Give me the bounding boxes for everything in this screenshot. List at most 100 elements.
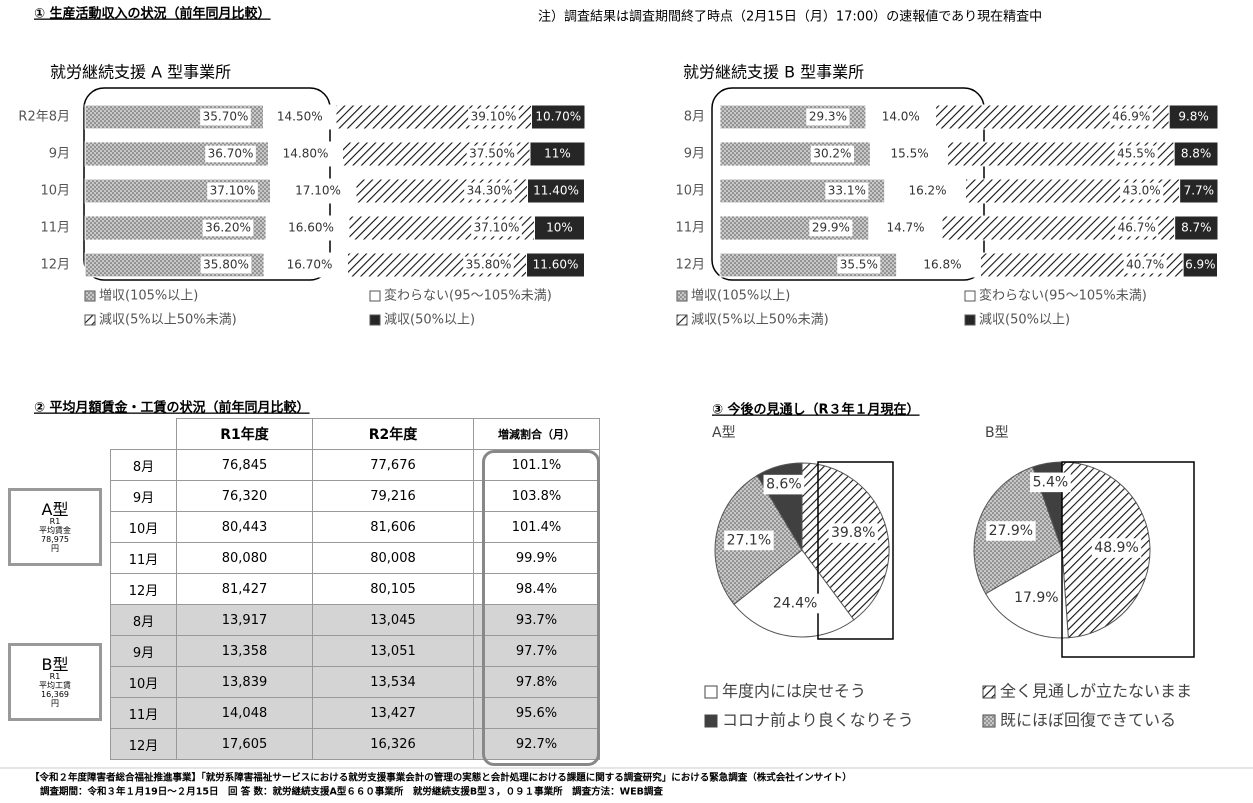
table-row: 9月 76,320 79,216 103.8% bbox=[0, 480, 600, 512]
legend-swatch bbox=[369, 314, 381, 326]
data-label: 36.20% bbox=[205, 221, 251, 235]
data-label: 35.80% bbox=[466, 258, 512, 272]
group-note: 円 bbox=[51, 698, 59, 708]
label-bg bbox=[463, 256, 514, 274]
group-note: 平均賃金 bbox=[39, 526, 71, 535]
data-label: 6.9% bbox=[1185, 258, 1216, 272]
label-bg bbox=[200, 108, 251, 126]
chart-title: 就労継続支援 B 型事業所 bbox=[683, 63, 864, 82]
legend-label: 変わらない(95～105%未満) bbox=[384, 288, 552, 304]
legend-swatch bbox=[676, 290, 688, 302]
table-cell: 97.8% bbox=[473, 666, 600, 698]
legend-swatch bbox=[964, 314, 976, 326]
data-label: 35.80% bbox=[203, 258, 249, 272]
label-bg bbox=[724, 530, 774, 551]
table-cell: 77,676 bbox=[312, 449, 474, 481]
label-bg bbox=[1123, 256, 1167, 274]
table-cell: 93.7% bbox=[473, 604, 600, 636]
table-cell: 16,326 bbox=[312, 728, 474, 760]
wage-table: R1年度 R2年度 増減割合（月） A型 R1 平均賃金 78,975 円 8月 76,845 77… bbox=[0, 418, 600, 760]
data-label: 34.30% bbox=[467, 184, 513, 198]
table-cell: 98.4% bbox=[473, 573, 600, 605]
group-note: 円 bbox=[51, 543, 59, 553]
label-bg bbox=[280, 145, 331, 163]
label-bg bbox=[883, 219, 928, 237]
y-tick-label: 8月 bbox=[684, 110, 705, 125]
label-bg bbox=[879, 108, 923, 126]
data-label: 8.7% bbox=[1181, 221, 1212, 235]
label-bg bbox=[828, 523, 878, 543]
table-cell: 11月 bbox=[110, 697, 177, 729]
header-cell: R1年度 bbox=[176, 418, 313, 450]
legend-swatch bbox=[704, 685, 718, 699]
legend-label: 増収(105%以上) bbox=[99, 289, 198, 304]
footer: 調査期間：令和３年１月19日～２月15日 回 答 数：就労継続支援A型６６０事業… bbox=[40, 786, 663, 798]
table-cell: 97.7% bbox=[473, 635, 600, 667]
table-cell: 13,839 bbox=[176, 666, 313, 698]
label-bg bbox=[207, 182, 258, 200]
footer: 【令和２年度障害者総合福祉推進事業】「就労系障害福祉サービスにおける就労支援事業… bbox=[30, 772, 852, 784]
legend-swatch bbox=[964, 290, 976, 302]
label-bg bbox=[1011, 588, 1062, 608]
table-cell: 17,605 bbox=[176, 728, 313, 760]
bar-segment bbox=[527, 178, 585, 204]
group-note: 16,369 bbox=[41, 689, 69, 699]
data-label: 39.10% bbox=[471, 110, 517, 124]
table-cell: 99.9% bbox=[473, 542, 600, 574]
data-label: 29.3% bbox=[809, 110, 847, 124]
label-bg bbox=[1030, 472, 1071, 493]
group-name: A型 bbox=[41, 499, 69, 519]
group-note: R1 bbox=[49, 672, 61, 682]
group-note: R1 bbox=[49, 517, 61, 527]
legend-label: 全く見通しが立たないまま bbox=[1000, 682, 1192, 701]
group-box: B型 R1 平均工賃 16,369 円 bbox=[8, 642, 102, 722]
group-cell: A型 R1 平均賃金 78,975 円 bbox=[0, 449, 111, 605]
pie-title: B型 bbox=[985, 425, 1009, 441]
table-row: A型 R1 平均賃金 78,975 円 8月 76,845 77,676 101.1% bbox=[0, 449, 600, 605]
data-label: 9.8% bbox=[1178, 110, 1209, 124]
data-label: 8.8% bbox=[1181, 147, 1212, 161]
table-cell: 13,917 bbox=[176, 604, 313, 636]
label-bg bbox=[770, 593, 820, 614]
header-cell: 増減割合（月） bbox=[473, 418, 600, 450]
table-cell: 12月 bbox=[110, 728, 177, 760]
label-bg bbox=[202, 219, 254, 237]
data-label: 30.2% bbox=[813, 147, 851, 161]
legend-swatch bbox=[982, 685, 996, 699]
label-bg bbox=[292, 182, 344, 200]
y-tick-label: 9月 bbox=[684, 147, 705, 162]
table-cell: 76,845 bbox=[176, 449, 313, 481]
legend-swatch bbox=[704, 714, 718, 728]
table-cell: 76,320 bbox=[176, 480, 313, 512]
table-cell: 8月 bbox=[110, 604, 177, 636]
data-label: 15.5% bbox=[891, 147, 929, 161]
group-note: 78,975 bbox=[41, 534, 69, 544]
label-bg bbox=[986, 521, 1036, 541]
label-bg bbox=[1120, 182, 1164, 200]
table-row: 10月 13,839 13,534 97.8% bbox=[0, 666, 600, 698]
data-label: 16.2% bbox=[908, 184, 946, 198]
data-label: 46.9% bbox=[1112, 110, 1150, 124]
label-bg bbox=[468, 108, 519, 126]
header-cell: R2年度 bbox=[312, 418, 474, 450]
section-title: ③ 今後の見通し（R３年１月現在） bbox=[712, 402, 920, 418]
table-cell: 10月 bbox=[110, 511, 177, 543]
data-label: 36.70% bbox=[208, 147, 254, 161]
table-cell: 80,443 bbox=[176, 511, 313, 543]
section-title: ② 平均月額賃金・工賃の状況（前年同月比較） bbox=[34, 400, 310, 416]
table-cell: 8月 bbox=[110, 449, 177, 481]
table-cell: 10月 bbox=[110, 666, 177, 698]
bar-segment bbox=[1174, 215, 1219, 241]
label-bg bbox=[920, 256, 965, 274]
legend-label: 減収(50%以上) bbox=[384, 312, 475, 328]
table-cell: 103.8% bbox=[473, 480, 600, 512]
label-bg bbox=[471, 219, 522, 237]
data-label: 14.7% bbox=[886, 221, 924, 235]
y-tick-label: 12月 bbox=[675, 258, 705, 273]
legend-swatch bbox=[84, 314, 96, 326]
data-label: 14.50% bbox=[277, 110, 323, 124]
label-bg bbox=[200, 256, 252, 274]
group-box: A型 R1 平均賃金 78,975 円 bbox=[8, 487, 102, 567]
label-bg bbox=[1115, 219, 1159, 237]
bar-segment bbox=[529, 141, 586, 167]
